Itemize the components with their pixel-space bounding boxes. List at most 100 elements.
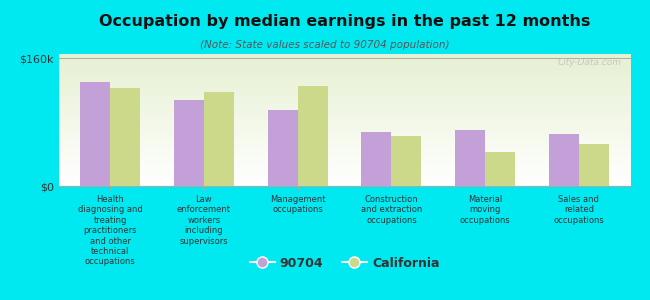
Bar xyxy=(58,75,630,76)
Bar xyxy=(58,133,630,134)
Bar xyxy=(58,94,630,95)
Bar xyxy=(58,173,630,174)
Bar xyxy=(58,116,630,117)
Bar xyxy=(58,164,630,165)
Bar xyxy=(58,107,630,108)
Bar xyxy=(58,158,630,160)
Bar xyxy=(58,153,630,154)
Bar xyxy=(579,144,609,186)
Bar xyxy=(58,160,630,161)
Bar xyxy=(58,120,630,121)
Bar xyxy=(58,55,630,57)
Bar xyxy=(58,101,630,103)
Bar xyxy=(58,181,630,182)
Bar xyxy=(58,112,630,113)
Bar xyxy=(58,132,630,133)
Bar xyxy=(58,82,630,83)
Bar xyxy=(58,67,630,68)
Bar xyxy=(58,139,630,140)
Bar xyxy=(58,141,630,142)
Bar xyxy=(58,154,630,156)
Bar xyxy=(58,111,630,112)
Bar xyxy=(58,88,630,90)
Bar xyxy=(58,68,630,70)
Bar xyxy=(58,84,630,86)
Bar xyxy=(58,176,630,177)
Bar xyxy=(58,90,630,91)
Bar xyxy=(58,134,630,136)
Bar xyxy=(58,58,630,59)
Bar xyxy=(58,106,630,107)
Bar xyxy=(58,62,630,63)
Bar xyxy=(58,144,630,145)
Bar xyxy=(58,87,630,88)
Bar xyxy=(58,129,630,130)
Text: (Note: State values scaled to 90704 population): (Note: State values scaled to 90704 popu… xyxy=(200,40,450,50)
Bar xyxy=(58,128,630,129)
Bar xyxy=(58,83,630,84)
Bar xyxy=(58,182,630,183)
Legend: 90704, California: 90704, California xyxy=(244,252,445,275)
Bar xyxy=(58,125,630,127)
Bar xyxy=(361,132,391,186)
Bar xyxy=(58,91,630,92)
Bar xyxy=(58,127,630,128)
Bar xyxy=(58,108,630,110)
Bar xyxy=(58,110,630,111)
Bar xyxy=(58,142,630,144)
Bar xyxy=(58,162,630,164)
Bar xyxy=(58,63,630,64)
Bar xyxy=(58,137,630,139)
Bar xyxy=(58,104,630,106)
Bar xyxy=(204,92,234,186)
Bar xyxy=(58,179,630,181)
Bar xyxy=(58,66,630,67)
Bar xyxy=(58,79,630,80)
Bar xyxy=(58,136,630,137)
Bar xyxy=(58,61,630,62)
Bar xyxy=(58,64,630,66)
Bar xyxy=(58,113,630,115)
Bar xyxy=(549,134,579,186)
Bar xyxy=(58,100,630,101)
Bar xyxy=(58,103,630,104)
Bar xyxy=(58,170,630,172)
Bar xyxy=(58,123,630,124)
Bar xyxy=(58,99,630,100)
Bar xyxy=(58,71,630,73)
Bar xyxy=(58,117,630,119)
Bar xyxy=(58,59,630,61)
Bar xyxy=(58,152,630,153)
Bar xyxy=(485,152,515,186)
Bar xyxy=(58,161,630,162)
Bar xyxy=(58,177,630,178)
Bar xyxy=(58,74,630,75)
Bar xyxy=(58,148,630,149)
Bar xyxy=(58,124,630,125)
Bar xyxy=(58,178,630,179)
Bar xyxy=(110,88,140,186)
Bar xyxy=(58,185,630,186)
Bar xyxy=(58,57,630,58)
Bar xyxy=(58,98,630,99)
Bar xyxy=(58,86,630,87)
Bar xyxy=(58,70,630,71)
Bar xyxy=(58,165,630,166)
Bar xyxy=(58,95,630,96)
Bar xyxy=(58,149,630,150)
Bar xyxy=(80,82,110,186)
Title: Occupation by median earnings in the past 12 months: Occupation by median earnings in the pas… xyxy=(99,14,590,29)
Text: City-Data.com: City-Data.com xyxy=(558,58,622,67)
Bar xyxy=(58,174,630,176)
Bar xyxy=(58,80,630,82)
Bar xyxy=(58,121,630,123)
Bar xyxy=(391,136,421,186)
Bar xyxy=(58,172,630,173)
Bar xyxy=(58,119,630,120)
Bar xyxy=(268,110,298,186)
Bar xyxy=(58,54,630,55)
Bar xyxy=(58,92,630,94)
Bar xyxy=(58,156,630,157)
Bar xyxy=(58,76,630,78)
Bar xyxy=(58,167,630,169)
